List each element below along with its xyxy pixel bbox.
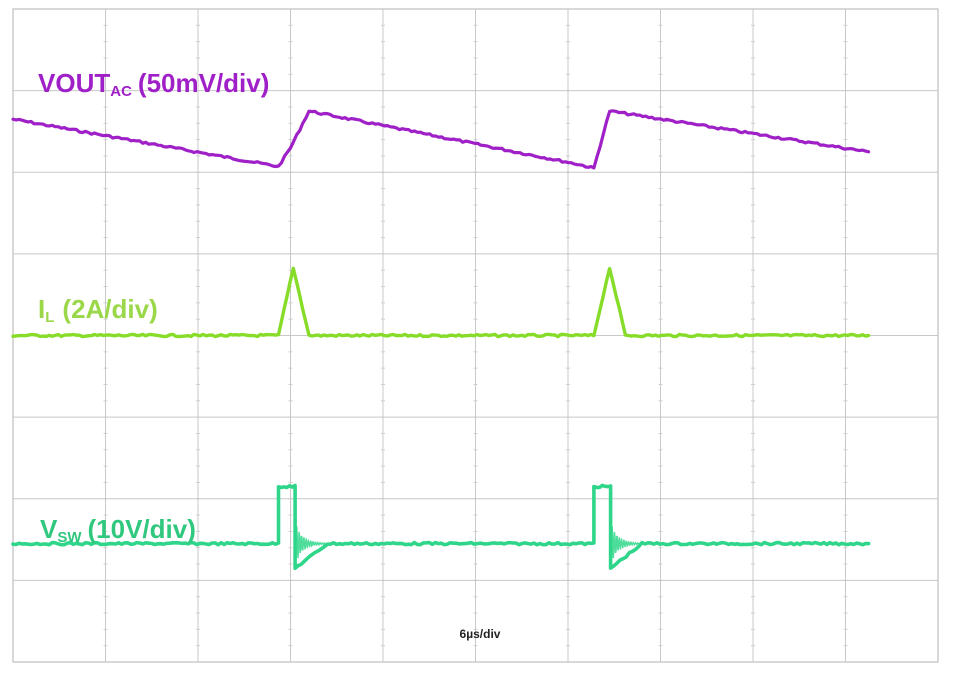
vsw-label: VSW (10V/div) <box>40 514 196 546</box>
trace-i-l <box>11 266 871 339</box>
trace-v-sw <box>11 483 871 571</box>
trace-layer <box>11 109 871 571</box>
vsw-ringing <box>609 526 645 565</box>
vsw-ringing <box>294 526 329 565</box>
trace-vout-ac <box>11 109 871 170</box>
timebase-label: 6µs/div <box>460 627 501 641</box>
vout-label: VOUTAC (50mV/div) <box>38 68 269 100</box>
il-label: IL (2A/div) <box>38 294 158 326</box>
